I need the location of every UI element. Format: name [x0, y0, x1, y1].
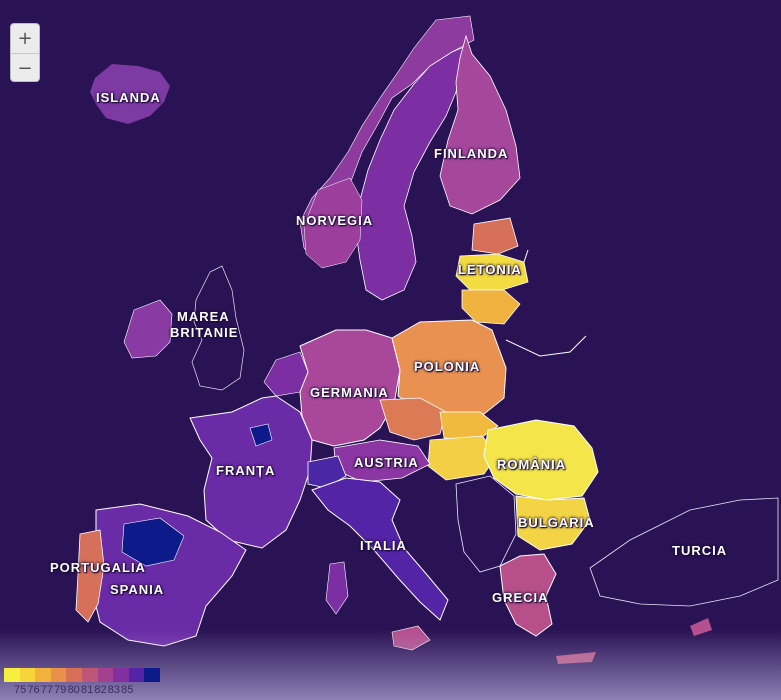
region-ireland[interactable] [123, 299, 173, 359]
legend-tick: 77 [40, 684, 54, 696]
zoom-in-button[interactable]: + [11, 24, 39, 53]
legend-swatch [81, 668, 98, 682]
bottom-fade [0, 630, 781, 700]
region-italy[interactable] [311, 477, 449, 621]
legend-tick: 80 [67, 684, 80, 696]
label-letonia: LETONIA [458, 262, 522, 277]
label-spania: SPANIA [110, 582, 165, 597]
legend-swatch [144, 668, 160, 682]
label-austria: AUSTRIA [354, 455, 419, 470]
legend-swatch [50, 668, 67, 682]
legend-swatch [19, 668, 36, 682]
region-latvia[interactable] [455, 253, 529, 291]
region-germany[interactable] [299, 329, 401, 447]
color-legend: 75 76 77 79 80 81 82 83 85 [4, 668, 176, 696]
label-polonia: POLONIA [414, 359, 481, 374]
legend-swatch [113, 668, 129, 682]
zoom-control: + − [10, 23, 40, 82]
region-czechia[interactable] [379, 397, 447, 441]
region-estonia[interactable] [471, 217, 519, 255]
label-romania: ROMÂNIA [497, 457, 567, 472]
label-portugalia: PORTUGALIA [50, 560, 146, 575]
region-poland[interactable] [391, 319, 507, 415]
label-marea: MAREA [177, 309, 230, 324]
label-franta: FRANȚA [216, 463, 276, 478]
legend-swatch [128, 668, 145, 682]
legend-swatches [4, 668, 176, 682]
label-norvegia: NORVEGIA [296, 213, 374, 228]
region-finland[interactable] [439, 34, 521, 215]
label-grecia: GRECIA [492, 590, 549, 605]
region-turkey [589, 497, 779, 607]
legend-tick: 83 [107, 684, 120, 696]
label-germania: GERMANIA [310, 385, 389, 400]
zoom-out-button[interactable]: − [11, 53, 39, 81]
region-hungary[interactable] [427, 435, 499, 481]
region-great-britain [191, 265, 245, 391]
region-sardinia[interactable] [325, 561, 349, 615]
legend-tick: 79 [54, 684, 67, 696]
legend-tick: 76 [27, 684, 40, 696]
label-turcia: TURCIA [672, 543, 728, 558]
region-balkans [455, 475, 517, 573]
label-bulgaria: BULGARIA [518, 515, 595, 530]
legend-ticks: 75 76 77 79 80 81 82 83 85 [4, 684, 176, 696]
region-lithuania[interactable] [461, 289, 521, 325]
region-border-east [505, 249, 587, 357]
region-paris[interactable] [249, 423, 273, 447]
label-islanda: ISLANDA [96, 90, 161, 105]
region-norway-south[interactable] [303, 177, 363, 269]
legend-tick: 82 [94, 684, 107, 696]
region-madrid[interactable] [121, 517, 185, 567]
legend-swatch [35, 668, 51, 682]
label-finlanda: FINLANDA [434, 146, 509, 161]
label-italia: ITALIA [360, 538, 407, 553]
region-sweden[interactable] [355, 45, 467, 301]
legend-tick: 81 [80, 684, 94, 696]
region-bulgaria[interactable] [515, 495, 591, 551]
legend-swatch [66, 668, 82, 682]
region-romania[interactable] [483, 419, 599, 501]
legend-tick: 75 [14, 684, 27, 696]
region-iceland[interactable] [90, 64, 170, 124]
region-portugal[interactable] [75, 529, 105, 623]
label-britanie: BRITANIE [170, 325, 239, 340]
legend-swatch [4, 668, 20, 682]
legend-swatch [97, 668, 114, 682]
region-france[interactable] [189, 395, 313, 549]
legend-tick: 85 [121, 684, 134, 696]
region-greece[interactable] [499, 553, 557, 637]
